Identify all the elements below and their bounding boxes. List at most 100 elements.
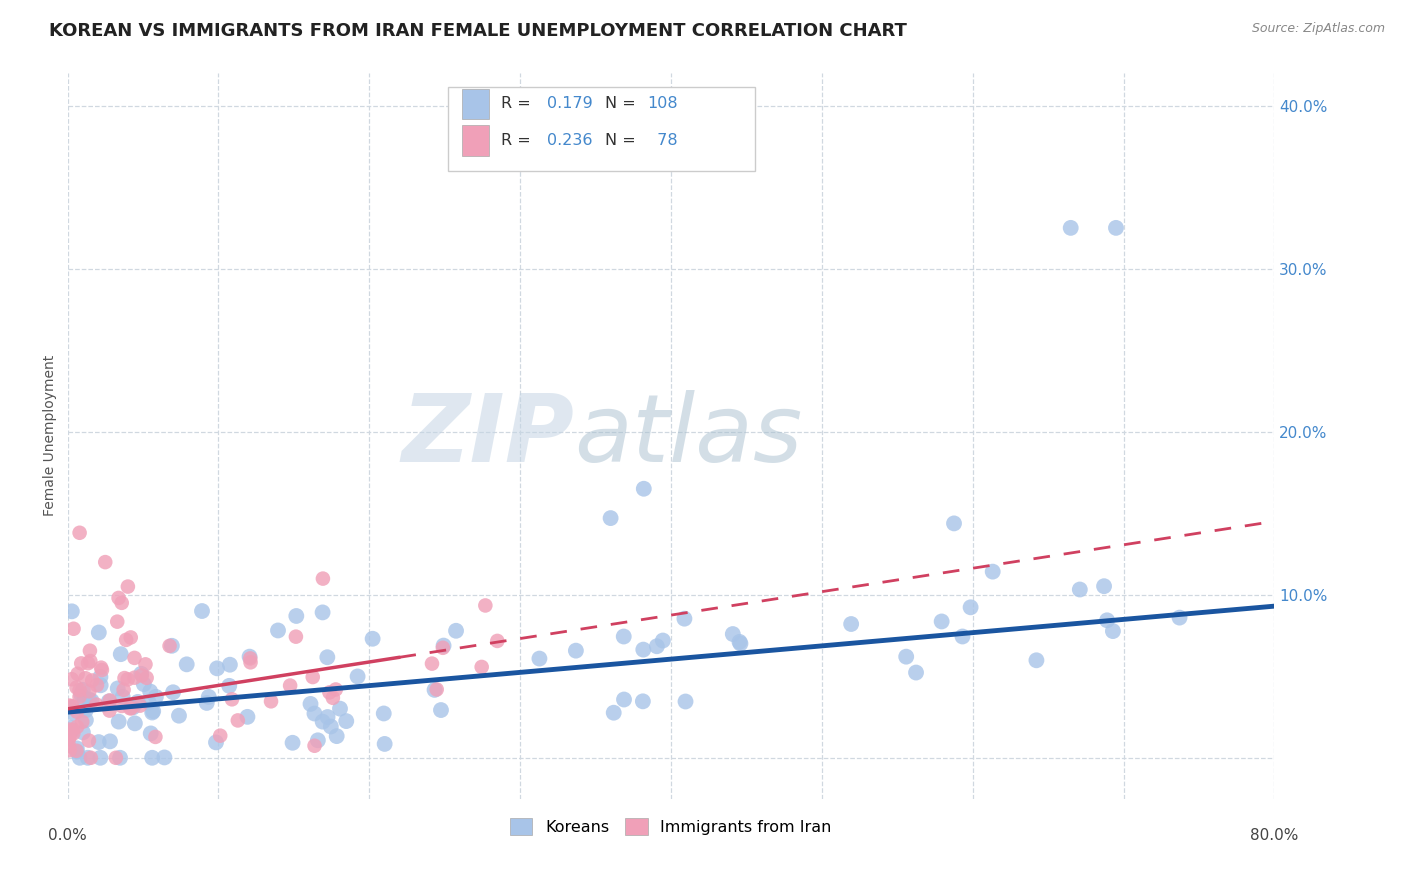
Point — [89, 751, 111, 765]
Point — [87, 625, 110, 640]
Point — [673, 612, 696, 626]
Point — [80, 694, 103, 708]
Point — [62, 723, 84, 738]
Bar — [463, 88, 489, 120]
Point — [444, 624, 467, 638]
Point — [471, 660, 494, 674]
Point — [104, 751, 127, 765]
Point — [70, 657, 93, 671]
Point — [319, 719, 342, 733]
Point — [432, 639, 454, 653]
Point — [107, 681, 129, 696]
Point — [299, 697, 322, 711]
Point — [111, 596, 134, 610]
Text: 0.179: 0.179 — [547, 96, 592, 112]
Point — [124, 716, 146, 731]
Point — [87, 735, 110, 749]
Point — [58, 730, 80, 744]
Point — [124, 651, 146, 665]
Point — [373, 706, 395, 721]
Point — [112, 682, 135, 697]
Text: 0.236: 0.236 — [547, 133, 592, 148]
Text: N =: N = — [605, 96, 641, 112]
Text: R =: R = — [501, 96, 536, 112]
Point — [316, 710, 339, 724]
Legend: Koreans, Immigrants from Iran: Koreans, Immigrants from Iran — [503, 812, 838, 841]
Point — [72, 725, 94, 739]
Point — [65, 744, 87, 758]
Point — [111, 698, 134, 713]
Point — [75, 713, 97, 727]
Point — [631, 694, 654, 708]
Point — [59, 743, 82, 757]
Point — [131, 668, 153, 682]
Point — [160, 639, 183, 653]
Point — [66, 705, 89, 719]
Point — [318, 685, 340, 699]
Point — [335, 714, 357, 728]
Point — [69, 751, 91, 765]
Point — [1025, 653, 1047, 667]
Point — [58, 698, 80, 713]
Point — [191, 604, 214, 618]
Point — [312, 572, 335, 586]
Point — [108, 751, 131, 765]
Point — [162, 685, 184, 699]
Point — [221, 692, 243, 706]
Point — [633, 642, 655, 657]
Point — [651, 633, 673, 648]
Point — [120, 701, 142, 715]
Point — [98, 704, 121, 718]
Point — [239, 651, 262, 665]
Point — [139, 684, 162, 698]
Point — [346, 669, 368, 683]
Point — [197, 690, 219, 704]
Point — [77, 733, 100, 747]
Point — [374, 737, 396, 751]
Point — [943, 516, 966, 531]
Point — [75, 703, 97, 717]
Point — [839, 617, 862, 632]
Point — [1092, 579, 1115, 593]
Point — [69, 690, 91, 704]
Point — [219, 657, 242, 672]
Point — [75, 671, 97, 685]
Point — [134, 657, 156, 672]
Point — [304, 739, 326, 753]
Point — [721, 627, 744, 641]
Point — [426, 682, 449, 697]
Point — [432, 640, 454, 655]
Point — [1168, 610, 1191, 624]
FancyBboxPatch shape — [447, 87, 755, 171]
Text: 78: 78 — [647, 133, 678, 148]
Point — [90, 660, 112, 674]
Point — [72, 682, 94, 697]
Point — [239, 656, 262, 670]
Point — [117, 580, 139, 594]
Point — [79, 643, 101, 657]
Text: 0.0%: 0.0% — [48, 828, 87, 843]
Text: 108: 108 — [647, 96, 678, 112]
Point — [474, 599, 496, 613]
Point — [645, 639, 668, 653]
Y-axis label: Female Unemployment: Female Unemployment — [44, 355, 58, 516]
Point — [60, 699, 83, 714]
Point — [124, 671, 146, 685]
Point — [98, 734, 121, 748]
Point — [60, 604, 83, 618]
Point — [122, 700, 145, 714]
Text: atlas: atlas — [575, 391, 803, 482]
Point — [361, 632, 384, 646]
Point — [129, 698, 152, 713]
Point — [301, 670, 323, 684]
Point — [141, 706, 163, 720]
Point — [304, 706, 326, 721]
Point — [205, 661, 228, 675]
Point — [260, 694, 283, 708]
Point — [602, 706, 624, 720]
Point — [159, 639, 181, 653]
Point — [59, 723, 82, 737]
Point — [79, 654, 101, 668]
Point — [613, 692, 636, 706]
Point — [97, 694, 120, 708]
